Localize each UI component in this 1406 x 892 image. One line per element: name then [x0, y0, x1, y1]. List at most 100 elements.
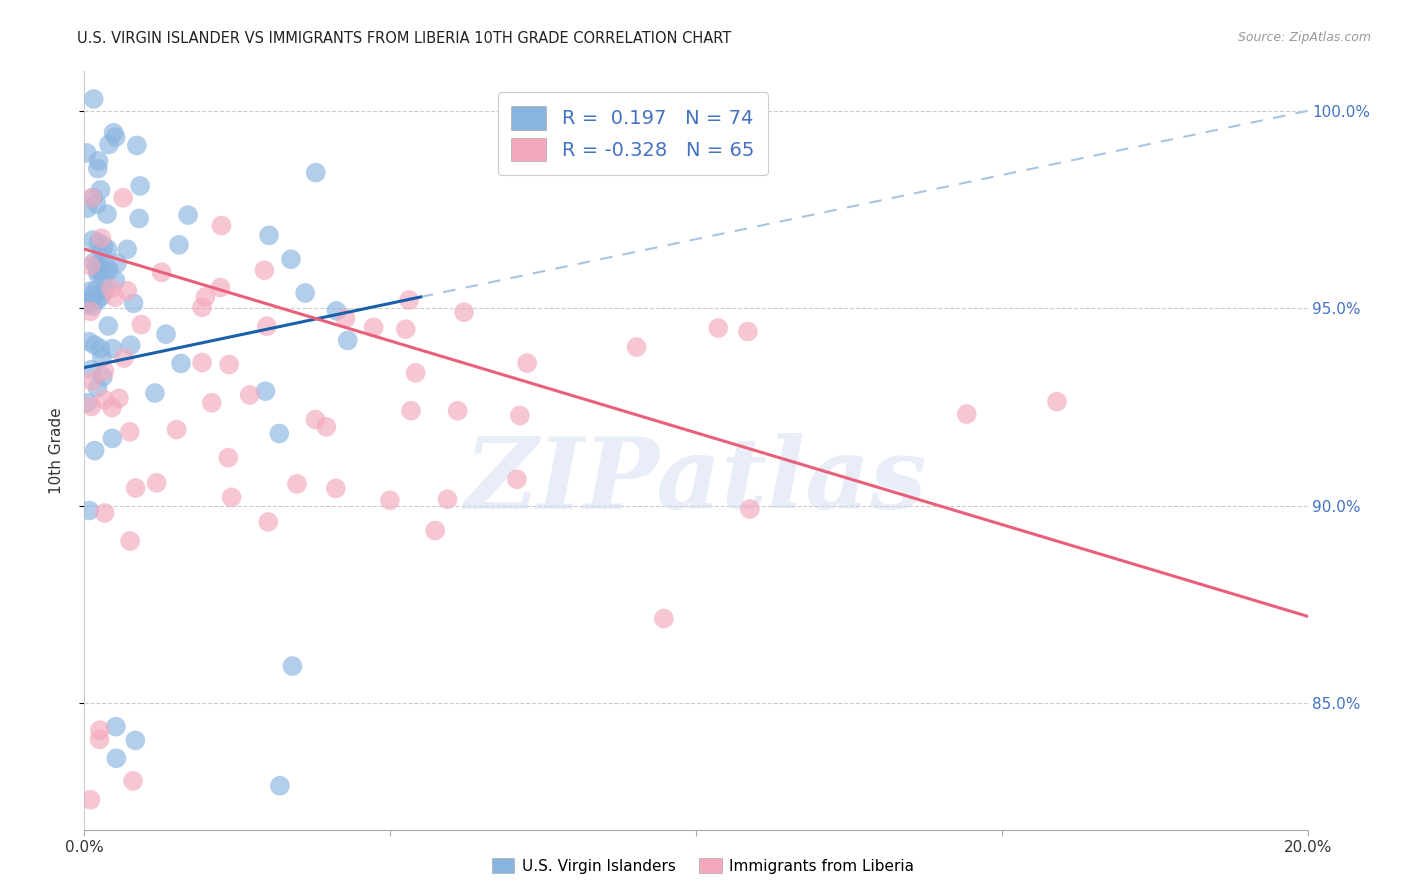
Point: [112, 191, 135, 205]
Point: [97, 261, 120, 276]
Point: [269, 426, 291, 441]
Point: [93, 392, 115, 407]
Point: [79, 259, 101, 273]
Point: [425, 524, 447, 538]
Point: [86, 258, 108, 272]
Point: [305, 166, 328, 180]
Point: [104, 130, 127, 145]
Point: [956, 407, 979, 421]
Point: [167, 237, 190, 252]
Y-axis label: 10th Grade: 10th Grade: [49, 407, 63, 494]
Point: [122, 773, 145, 788]
Point: [91, 244, 114, 259]
Point: [83, 255, 105, 269]
Point: [90, 289, 112, 303]
Point: [87, 235, 110, 250]
Point: [83, 443, 105, 458]
Point: [93, 364, 115, 378]
Point: [90, 351, 112, 365]
Legend: U.S. Virgin Islanders, Immigrants from Liberia: U.S. Virgin Islanders, Immigrants from L…: [485, 852, 921, 880]
Point: [218, 358, 240, 372]
Point: [281, 659, 304, 673]
Point: [191, 355, 214, 369]
Point: [652, 611, 675, 625]
Point: [79, 293, 101, 307]
Point: [112, 351, 135, 365]
Point: [155, 327, 177, 342]
Point: [177, 208, 200, 222]
Point: [191, 301, 214, 315]
Point: [89, 342, 111, 356]
Point: [254, 384, 277, 399]
Point: [405, 366, 427, 380]
Point: [128, 211, 150, 226]
Point: [194, 290, 217, 304]
Point: [104, 273, 127, 287]
Legend: R =  0.197   N = 74, R = -0.328   N = 65: R = 0.197 N = 74, R = -0.328 N = 65: [498, 93, 768, 175]
Point: [79, 793, 101, 807]
Point: [101, 401, 124, 415]
Point: [93, 239, 115, 253]
Point: [1046, 394, 1069, 409]
Point: [118, 425, 141, 439]
Point: [285, 476, 308, 491]
Point: [447, 403, 470, 417]
Point: [89, 723, 111, 737]
Point: [79, 503, 101, 517]
Point: [76, 396, 98, 410]
Point: [76, 146, 98, 161]
Point: [83, 288, 105, 302]
Point: [87, 153, 110, 168]
Point: [80, 374, 103, 388]
Point: [80, 400, 103, 414]
Point: [124, 733, 146, 747]
Point: [108, 392, 131, 406]
Point: [201, 396, 224, 410]
Point: [166, 423, 188, 437]
Point: [304, 412, 326, 426]
Point: [399, 403, 422, 417]
Point: [103, 126, 125, 140]
Point: [378, 493, 401, 508]
Point: [98, 137, 121, 152]
Point: [100, 281, 122, 295]
Point: [86, 293, 108, 307]
Text: U.S. VIRGIN ISLANDER VS IMMIGRANTS FROM LIBERIA 10TH GRADE CORRELATION CHART: U.S. VIRGIN ISLANDER VS IMMIGRANTS FROM …: [77, 31, 731, 46]
Point: [91, 271, 114, 285]
Point: [335, 311, 357, 326]
Point: [209, 219, 232, 233]
Point: [96, 207, 118, 221]
Point: [239, 388, 262, 402]
Point: [82, 191, 104, 205]
Point: [104, 720, 127, 734]
Point: [97, 263, 120, 277]
Point: [257, 228, 280, 243]
Point: [398, 293, 420, 307]
Point: [737, 325, 759, 339]
Point: [145, 475, 167, 490]
Point: [124, 481, 146, 495]
Point: [89, 732, 111, 747]
Point: [83, 338, 105, 352]
Text: ZIPatlas: ZIPatlas: [465, 433, 927, 529]
Point: [120, 338, 142, 352]
Point: [87, 267, 110, 281]
Point: [221, 491, 243, 505]
Point: [506, 472, 529, 486]
Point: [90, 262, 112, 277]
Point: [707, 321, 730, 335]
Point: [626, 340, 648, 354]
Point: [90, 231, 112, 245]
Point: [336, 334, 359, 348]
Point: [101, 342, 124, 356]
Point: [86, 197, 108, 211]
Point: [209, 280, 232, 294]
Point: [84, 284, 107, 298]
Point: [363, 320, 385, 334]
Point: [97, 318, 120, 333]
Point: [129, 318, 152, 332]
Point: [217, 450, 239, 465]
Point: [87, 161, 110, 176]
Point: [115, 242, 138, 256]
Point: [89, 183, 111, 197]
